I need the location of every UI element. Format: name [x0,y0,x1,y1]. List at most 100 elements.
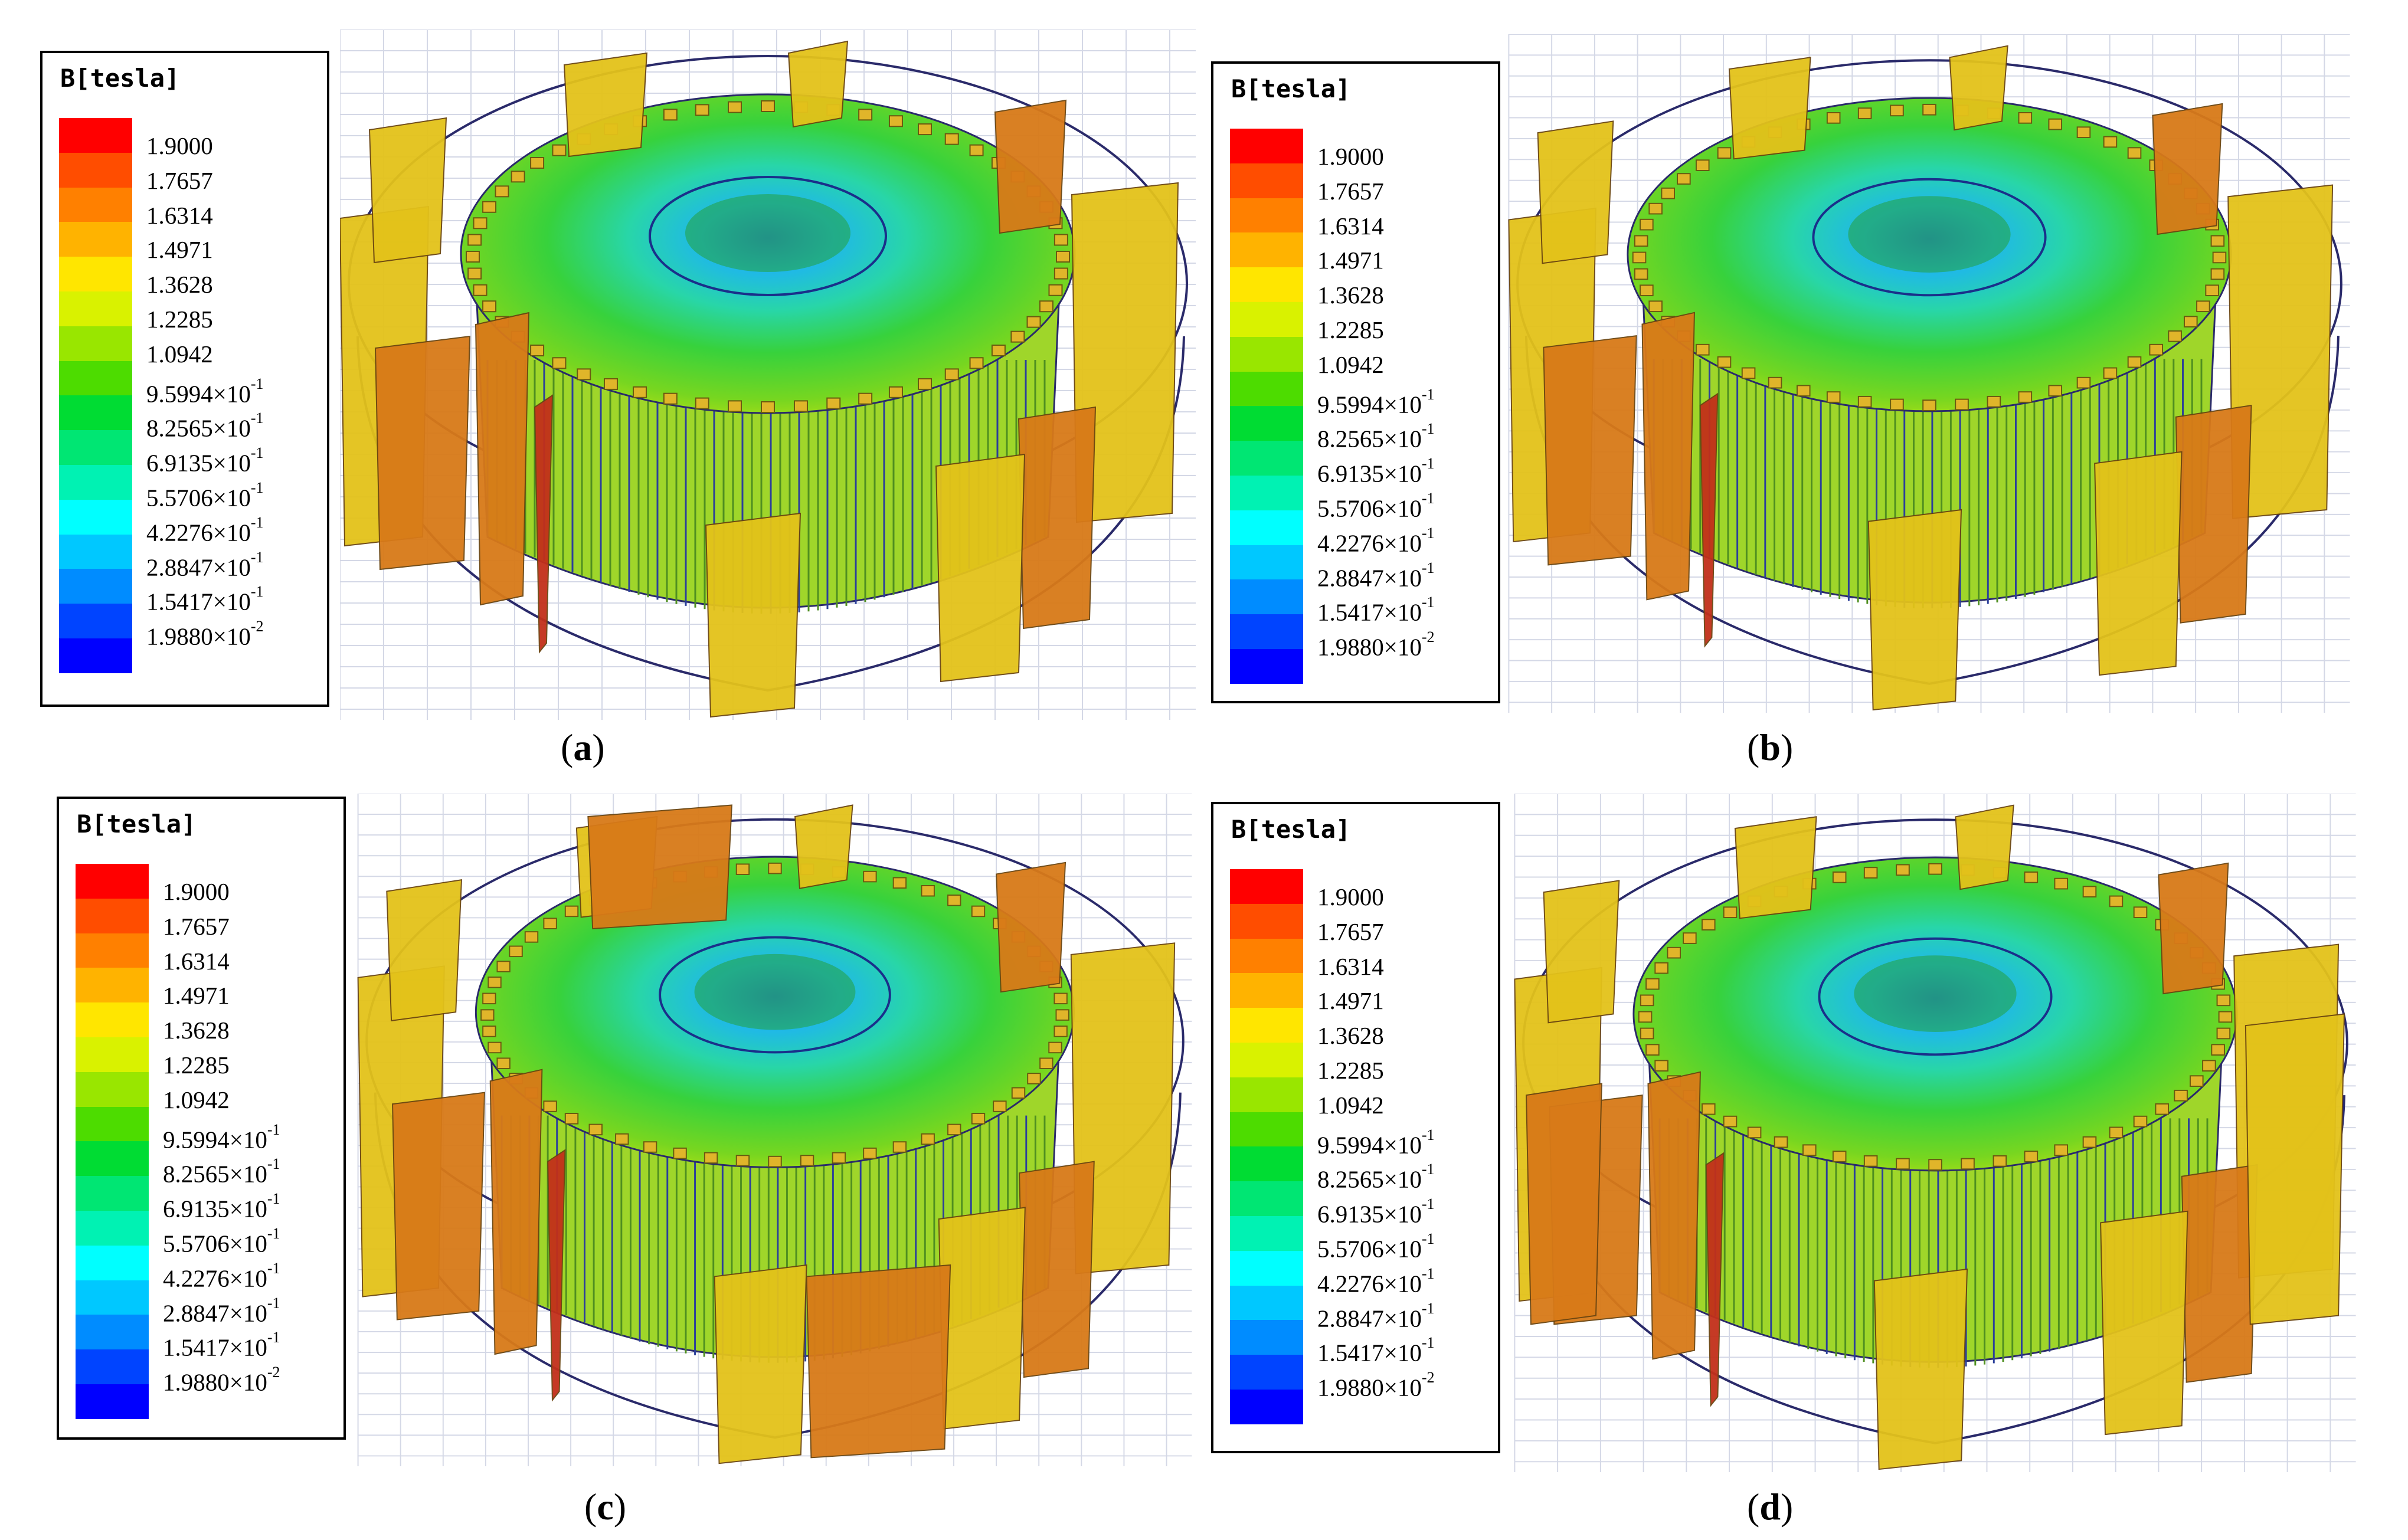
legend-swatch [1230,1320,1303,1355]
legend-swatches [59,118,132,673]
legend-title: B[tesla] [1231,815,1351,844]
shaft-core [1854,955,2017,1032]
legend-swatch [59,326,132,361]
legend-label: 1.4971 [1317,247,1384,274]
legend-swatch [76,1384,149,1419]
panel-caption: (c) [584,1486,627,1528]
legend-label: 1.9880×10-2 [1317,628,1435,661]
legend-label: 1.2285 [1317,316,1384,343]
flux-density-plot [1514,794,2356,1472]
legend-label: 9.5994×10-1 [163,1120,280,1154]
legend-swatch [1230,903,1303,939]
legend-label: 1.7657 [163,912,230,940]
legend-swatch [1230,129,1303,163]
legend-label: 1.4971 [146,236,213,264]
legend-swatches [1230,129,1303,684]
legend-label: 8.2565×10-1 [163,1155,280,1188]
legend-swatch [1230,1077,1303,1112]
legend-label: 1.9880×10-2 [146,618,264,650]
legend-swatches [1230,869,1303,1424]
legend-swatch [76,1349,149,1384]
legend-label: 1.0942 [163,1086,230,1113]
legend-swatch [76,1072,149,1107]
legend-label: 9.5994×10-1 [146,375,264,408]
legend-label: 1.7657 [146,166,213,194]
legend-label: 4.2276×10-1 [146,513,264,546]
legend-swatch [1230,163,1303,198]
legend-label: 9.5994×10-1 [1317,385,1435,418]
shaft-ring [649,176,887,296]
legend-label: 1.5417×10-1 [1317,1334,1435,1367]
color-legend: B[tesla] 1.9000 1.7657 1.6314 1.4971 1.3628 1… [1211,802,1500,1453]
legend-swatch [1230,1355,1303,1390]
shaft-ring [1812,178,2047,297]
shaft-core [685,194,850,272]
panel-c: B[tesla] 1.9000 1.7657 1.6314 1.4971 1.3628 1… [0,770,1204,1540]
color-legend: B[tesla] 1.9000 1.7657 1.6314 1.4971 1.3628 1… [57,797,346,1440]
legend-label: 4.2276×10-1 [163,1259,280,1292]
legend-label: 2.8847×10-1 [1317,559,1435,592]
legend-swatch [1230,1181,1303,1216]
legend-label: 5.5706×10-1 [163,1224,280,1257]
panel-d: B[tesla] 1.9000 1.7657 1.6314 1.4971 1.3628 1… [1204,770,2408,1540]
legend-label: 8.2565×10-1 [146,409,264,443]
legend-swatch [1230,1146,1303,1182]
legend-swatch [59,222,132,257]
legend-swatch [1230,1008,1303,1043]
legend-swatch [76,1037,149,1072]
legend-label: 1.2285 [1317,1056,1384,1084]
legend-label: 6.9135×10-1 [163,1190,280,1223]
legend-label: 1.9000 [1317,883,1384,910]
legend-swatch [59,499,132,535]
legend-swatch [59,257,132,291]
legend-label: 1.0942 [146,340,213,368]
legend-label: 2.8847×10-1 [146,548,264,581]
legend-swatch [76,1141,149,1177]
legend-swatch [1230,1389,1303,1424]
legend-label: 5.5706×10-1 [1317,1230,1435,1263]
legend-label: 1.6314 [163,947,230,975]
flux-density-plot [340,30,1196,720]
legend-label: 1.9000 [1317,143,1384,170]
legend-swatch [1230,614,1303,649]
flux-density-plot [1508,34,2350,713]
legend-swatch [76,898,149,933]
legend-swatch [1230,510,1303,545]
legend-label: 1.6314 [1317,952,1384,980]
panel-caption: (b) [1747,726,1794,768]
legend-swatch [1230,1042,1303,1077]
panel-caption: (d) [1747,1486,1794,1528]
legend-swatch [1230,648,1303,684]
panel-b: B[tesla] 1.9000 1.7657 1.6314 1.4971 1.3628 1… [1204,0,2408,770]
legend-swatch [1230,1112,1303,1147]
legend-swatch [76,864,149,899]
legend-label: 1.4971 [1317,987,1384,1015]
legend-swatch [1230,232,1303,268]
legend-swatch [76,1176,149,1211]
legend-swatch [76,1002,149,1037]
legend-swatch [1230,198,1303,233]
legend-swatch [76,933,149,968]
legend-swatch [1230,371,1303,407]
legend-label: 1.3628 [1317,281,1384,309]
legend-swatch [59,187,132,222]
legend-label: 1.9880×10-2 [1317,1369,1435,1401]
legend-label: 1.5417×10-1 [146,583,264,616]
iso-surface-blocks [1508,45,2334,711]
legend-label: 1.7657 [1317,177,1384,205]
legend-swatch [1230,406,1303,441]
legend-label: 1.7657 [1317,918,1384,945]
shaft-ring [659,936,891,1054]
legend-title: B[tesla] [77,810,197,838]
iso-surface-blocks [357,804,1176,1464]
legend-label: 6.9135×10-1 [1317,1195,1435,1228]
legend-label: 6.9135×10-1 [146,444,264,477]
color-legend: B[tesla] 1.9000 1.7657 1.6314 1.4971 1.3628 1… [40,51,329,707]
legend-label: 1.9000 [163,878,230,905]
legend-swatch [1230,1250,1303,1286]
legend-label: 1.3628 [146,271,213,299]
legend-swatch [1230,441,1303,476]
legend-swatch [59,569,132,604]
flux-density-plot [357,794,1192,1466]
legend-label: 1.9000 [146,132,213,159]
